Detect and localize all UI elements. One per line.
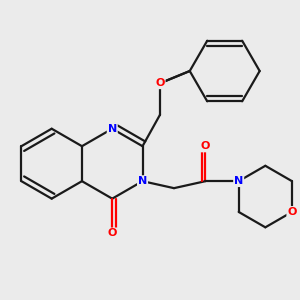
Text: O: O <box>108 228 117 239</box>
Text: N: N <box>108 124 117 134</box>
Text: N: N <box>234 176 243 186</box>
Text: N: N <box>138 176 147 186</box>
Text: O: O <box>287 207 297 217</box>
Text: O: O <box>155 78 165 88</box>
Text: O: O <box>201 141 210 152</box>
